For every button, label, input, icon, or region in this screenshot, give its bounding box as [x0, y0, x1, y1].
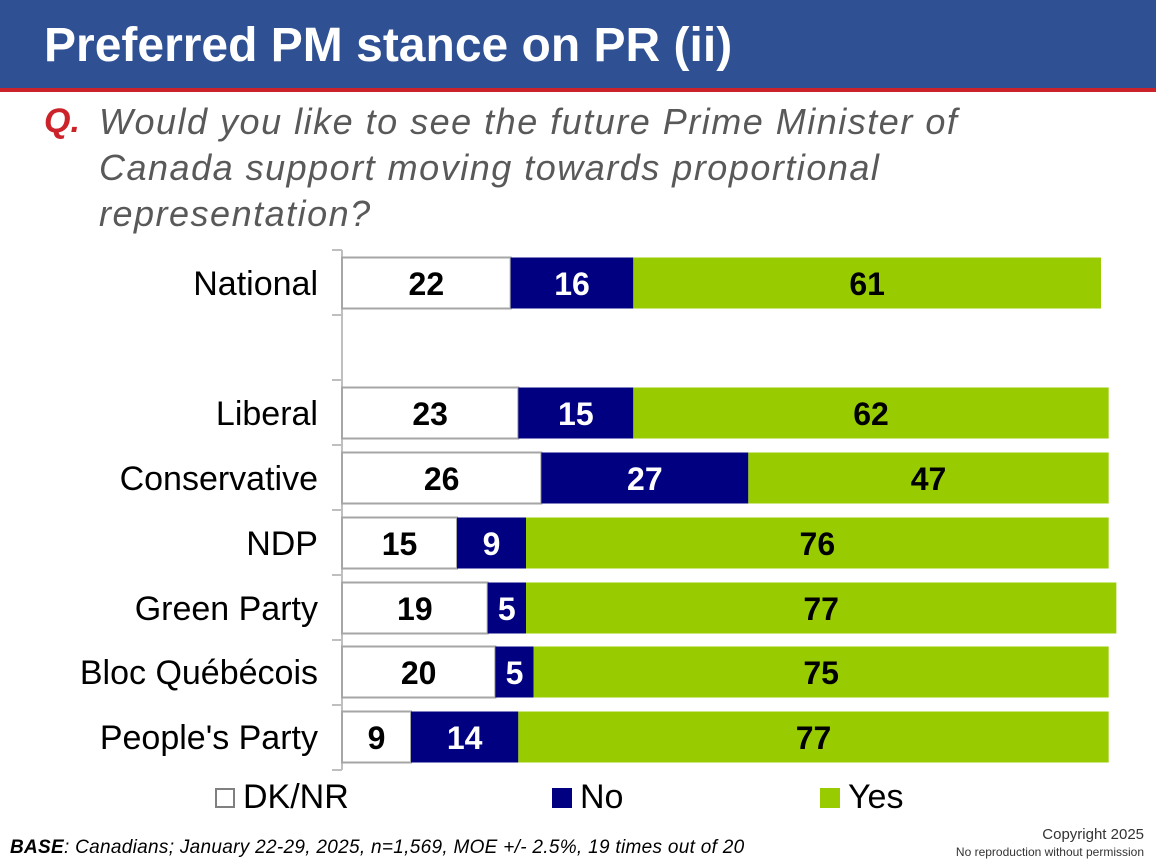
legend-label-yes: Yes: [848, 778, 904, 816]
bar-segment-dk-nr: [341, 516, 458, 570]
category-label: Conservative: [120, 460, 318, 498]
page-title: Preferred PM stance on PR (ii): [44, 19, 733, 72]
legend-label-no: No: [580, 778, 624, 816]
category-label: NDP: [246, 525, 318, 563]
category-label: Liberal: [216, 395, 318, 433]
legend-swatch-dk-nr: [215, 787, 235, 808]
bar-segment-no: [510, 257, 634, 309]
data-label: 76: [800, 526, 836, 562]
data-label: 9: [368, 720, 386, 756]
category-label: National: [193, 265, 318, 303]
bar-segment-no: [541, 452, 749, 504]
data-label: 16: [554, 266, 590, 302]
base-note: BASE: Canadians; January 22-29, 2025, n=…: [10, 837, 745, 859]
bar-segment-yes: [633, 257, 1101, 309]
bar-segment-yes: [633, 387, 1109, 439]
permission-line: No reproduction without permission: [955, 845, 1144, 859]
header-bar: Preferred PM stance on PR (ii): [0, 0, 1156, 88]
base-text: : Canadians; January 22-29, 2025, n=1,56…: [64, 837, 745, 858]
legend-item-no: No: [552, 778, 623, 817]
legend-item-yes: Yes: [820, 778, 903, 817]
bar-segment-no: [487, 582, 526, 634]
data-label: 5: [498, 591, 516, 627]
category-label: Green Party: [135, 590, 318, 628]
legend-swatch-no: [552, 787, 572, 808]
data-label: 19: [397, 591, 433, 627]
data-label: 77: [796, 720, 832, 756]
stacked-bar-chart: National 22 16 61 Liberal 23 15 62 Conservative 2…: [80, 249, 1117, 771]
copyright: Copyright 2025 No reproduction without p…: [956, 826, 1144, 860]
bar-segment-no: [411, 711, 519, 763]
bar-segment-dk-nr: [341, 645, 497, 699]
data-label: 14: [447, 720, 483, 756]
bar-segment-dk-nr: [341, 451, 543, 505]
data-label: 27: [627, 461, 663, 497]
data-label: 77: [803, 591, 839, 627]
legend-swatch-yes: [820, 787, 840, 808]
base-label: BASE: [10, 837, 64, 858]
header-rule: [0, 88, 1156, 92]
bar-segment-yes: [526, 517, 1109, 569]
data-label: 15: [382, 526, 418, 562]
bar-segment-no: [495, 646, 534, 698]
data-label: 62: [853, 396, 889, 432]
bar-segment-dk-nr: [341, 581, 489, 635]
bar-segment-dk-nr: [341, 386, 520, 440]
bar-segment-yes: [526, 582, 1117, 634]
data-label: 5: [506, 655, 524, 691]
category-label: People's Party: [100, 719, 318, 757]
bar-segment-dk-nr: [341, 710, 412, 764]
question-text: Would you like to see the future Prime M…: [99, 101, 959, 234]
data-label: 47: [911, 461, 947, 497]
data-label: 23: [412, 396, 448, 432]
data-label: 75: [803, 655, 839, 691]
bar-segment-yes: [518, 711, 1109, 763]
data-label: 15: [558, 396, 594, 432]
bar-segment-yes: [533, 646, 1109, 698]
legend-label-dk-nr: DK/NR: [243, 778, 349, 816]
category-label: Bloc Québécois: [80, 654, 318, 692]
copyright-line: Copyright 2025: [1042, 826, 1144, 843]
data-label: 22: [409, 266, 445, 302]
bar-segment-yes: [748, 452, 1109, 504]
data-label: 20: [401, 655, 437, 691]
bar-segment-no: [457, 517, 526, 569]
data-label: 61: [849, 266, 885, 302]
bar-segment-no: [518, 387, 634, 439]
legend-item-dk-nr: DK/NR: [215, 778, 349, 817]
data-label: 26: [424, 461, 460, 497]
question-marker: Q.: [44, 102, 80, 140]
data-label: 9: [483, 526, 501, 562]
